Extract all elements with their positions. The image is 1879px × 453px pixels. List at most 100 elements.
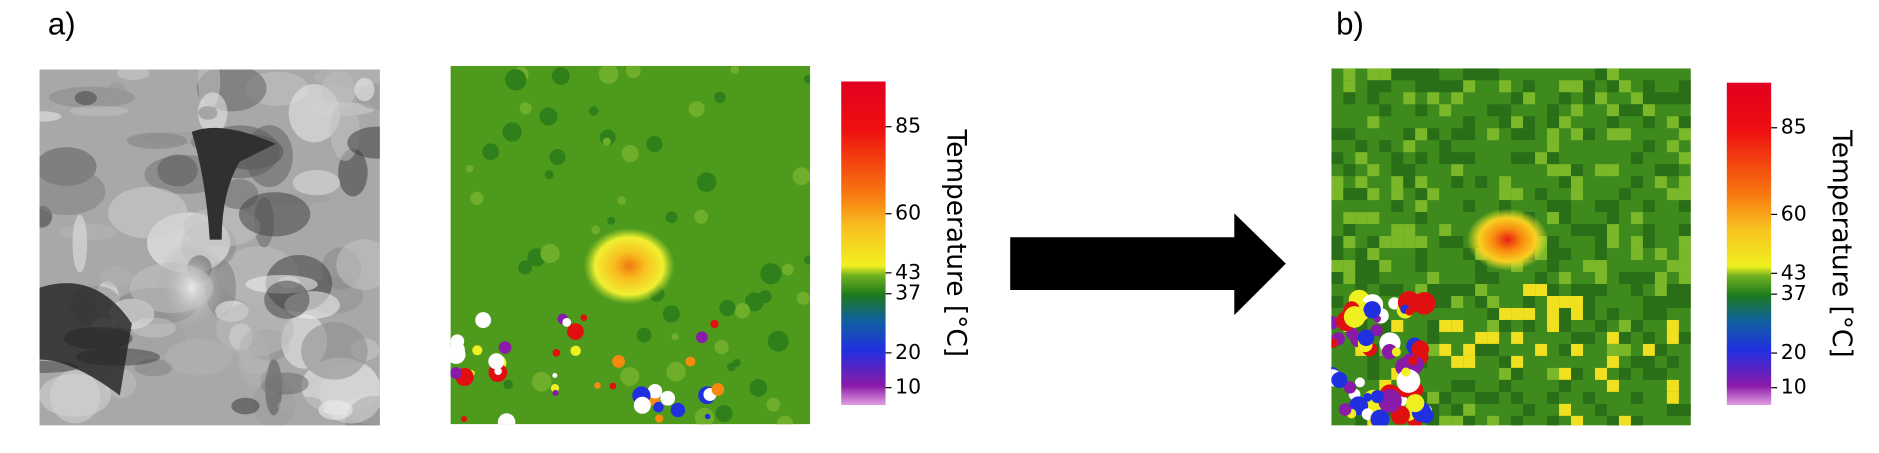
texture bbox=[1408, 356, 1418, 366]
texture bbox=[1331, 128, 1344, 141]
texture bbox=[1559, 319, 1572, 332]
texture bbox=[1594, 319, 1607, 332]
texture bbox=[1367, 68, 1380, 81]
texture bbox=[1547, 248, 1560, 261]
texture bbox=[1403, 92, 1416, 105]
texture bbox=[1391, 224, 1404, 237]
texture bbox=[74, 91, 97, 106]
texture bbox=[1343, 92, 1356, 105]
texture bbox=[465, 164, 474, 173]
texture bbox=[1511, 152, 1524, 165]
panel-label: a) bbox=[48, 7, 76, 42]
texture bbox=[1678, 176, 1691, 189]
texture bbox=[1367, 260, 1380, 273]
texture bbox=[1594, 164, 1607, 177]
texture bbox=[1594, 403, 1607, 416]
texture bbox=[1499, 307, 1512, 320]
texture bbox=[1367, 355, 1380, 368]
texture bbox=[450, 367, 462, 379]
texture bbox=[301, 322, 368, 380]
texture bbox=[609, 382, 617, 390]
texture bbox=[1642, 367, 1655, 380]
texture bbox=[1499, 355, 1512, 368]
texture bbox=[803, 74, 811, 84]
texture bbox=[1594, 367, 1607, 380]
texture bbox=[1343, 188, 1356, 201]
texture bbox=[1618, 272, 1631, 285]
texture bbox=[660, 390, 676, 406]
texture bbox=[1355, 260, 1368, 273]
texture bbox=[1511, 367, 1524, 380]
texture bbox=[1487, 319, 1500, 332]
texture bbox=[580, 314, 588, 321]
texture bbox=[1463, 200, 1476, 213]
texture bbox=[1678, 200, 1691, 213]
texture bbox=[1451, 355, 1464, 368]
texture bbox=[662, 305, 680, 323]
texture bbox=[1630, 355, 1643, 368]
texture bbox=[1535, 188, 1548, 201]
texture bbox=[1475, 343, 1488, 356]
texture bbox=[503, 379, 513, 390]
texture bbox=[1511, 116, 1524, 129]
texture bbox=[1427, 415, 1440, 426]
texture bbox=[1415, 188, 1428, 201]
texture bbox=[550, 384, 560, 393]
tick-label: 60 bbox=[1781, 201, 1807, 225]
texture bbox=[1523, 80, 1536, 93]
texture bbox=[1511, 355, 1524, 368]
texture bbox=[792, 167, 811, 186]
texture bbox=[1594, 248, 1607, 261]
texture bbox=[1547, 367, 1560, 380]
texture bbox=[1666, 379, 1679, 392]
texture bbox=[1535, 284, 1548, 297]
texture bbox=[1642, 343, 1655, 356]
texture bbox=[1427, 68, 1440, 81]
texture bbox=[1547, 260, 1560, 273]
texture bbox=[1403, 128, 1416, 141]
texture bbox=[1606, 224, 1619, 237]
texture bbox=[646, 136, 663, 153]
texture bbox=[1535, 152, 1548, 165]
texture bbox=[1678, 236, 1691, 249]
texture bbox=[1331, 272, 1344, 285]
texture bbox=[1559, 212, 1572, 225]
texture bbox=[1583, 307, 1595, 320]
tick-label: 60 bbox=[895, 201, 921, 225]
texture bbox=[1403, 236, 1416, 249]
texture bbox=[1463, 379, 1476, 392]
texture bbox=[1343, 381, 1357, 394]
texture bbox=[1571, 343, 1584, 356]
texture bbox=[1594, 92, 1607, 105]
texture bbox=[1367, 248, 1380, 261]
texture bbox=[1379, 104, 1392, 117]
texture bbox=[1523, 116, 1536, 129]
texture bbox=[1547, 284, 1560, 297]
texture bbox=[1391, 200, 1404, 213]
texture bbox=[1511, 331, 1524, 344]
texture bbox=[1594, 68, 1607, 81]
tick-label: 37 bbox=[895, 281, 921, 305]
texture bbox=[238, 192, 311, 237]
tick-label: 85 bbox=[1781, 115, 1807, 139]
texture bbox=[1571, 296, 1584, 308]
texture bbox=[1463, 248, 1476, 261]
texture bbox=[1499, 188, 1512, 201]
texture bbox=[1583, 80, 1595, 93]
texture bbox=[1523, 284, 1536, 297]
texture bbox=[1427, 343, 1440, 356]
texture bbox=[1666, 391, 1679, 404]
texture bbox=[69, 105, 129, 117]
texture bbox=[1654, 307, 1667, 320]
texture bbox=[1451, 284, 1464, 297]
texture bbox=[1370, 409, 1390, 426]
texture bbox=[620, 366, 640, 386]
texture bbox=[313, 69, 380, 87]
texture bbox=[1618, 188, 1631, 201]
panel-label: b) bbox=[1336, 7, 1364, 42]
texture bbox=[1606, 212, 1619, 225]
texture bbox=[1654, 248, 1667, 261]
texture bbox=[1381, 344, 1398, 360]
texture bbox=[475, 312, 492, 329]
texture bbox=[1678, 224, 1691, 237]
